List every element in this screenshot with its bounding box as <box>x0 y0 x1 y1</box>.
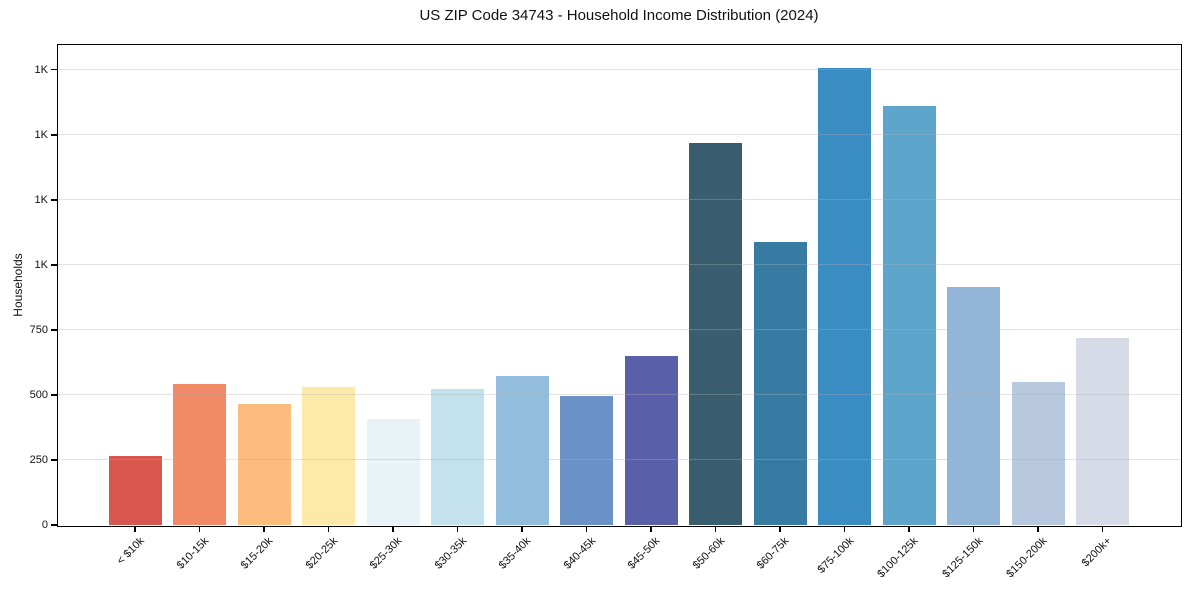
gridline <box>58 459 1181 461</box>
y-tick-mark <box>51 394 57 396</box>
x-tick-mark <box>1037 526 1039 532</box>
x-tick-mark <box>327 526 330 532</box>
x-tick-mark <box>843 526 846 532</box>
y-tick-label: 750 <box>29 323 48 336</box>
x-tick-label: $40-45k <box>561 535 598 572</box>
x-tick-label: $25-30k <box>367 535 405 572</box>
x-tick-label: $60-75k <box>754 535 792 572</box>
gridline <box>58 199 1181 201</box>
bar <box>560 396 613 525</box>
bar <box>495 376 549 525</box>
x-tick-label: $75-100k <box>815 535 856 576</box>
bar <box>431 388 484 525</box>
x-tick-mark <box>585 526 588 532</box>
x-tick-mark <box>972 526 975 532</box>
x-tick-mark <box>779 526 781 532</box>
y-tick-label: 0 <box>41 519 48 531</box>
x-tick-label: $30-35k <box>432 535 469 572</box>
bar <box>882 106 936 525</box>
x-tick-label: < $10k <box>114 535 147 568</box>
bar <box>237 404 291 525</box>
bar <box>624 355 678 525</box>
x-tick-mark <box>908 526 910 532</box>
x-tick-mark <box>714 526 717 532</box>
x-tick-label: $15-20k <box>238 535 276 572</box>
y-tick-mark <box>51 68 57 71</box>
gridline <box>58 134 1181 136</box>
x-tick-mark <box>650 526 652 532</box>
bar <box>818 67 871 525</box>
bar <box>947 287 1000 525</box>
x-tick-label: $125-150k <box>939 535 985 581</box>
x-tick-label: $150-200k <box>1004 535 1050 581</box>
bar <box>1076 338 1129 525</box>
plot-area <box>58 45 1181 525</box>
x-tick-mark <box>134 526 136 532</box>
bar <box>173 384 226 525</box>
bar <box>366 418 420 525</box>
x-tick-mark <box>198 526 201 532</box>
y-tick-label: 1K <box>34 63 48 76</box>
bar <box>108 456 162 525</box>
gridline <box>58 69 1181 71</box>
y-tick-label: 1K <box>34 128 48 141</box>
gridline <box>58 394 1181 396</box>
y-tick-mark <box>51 264 57 266</box>
x-tick-mark <box>392 526 394 532</box>
x-tick-label: $20-25k <box>303 535 340 572</box>
y-tick-label: 250 <box>29 453 48 466</box>
y-tick-label: 1K <box>34 258 48 271</box>
x-tick-mark <box>521 526 523 532</box>
chart-title: US ZIP Code 34743 - Household Income Dis… <box>419 7 819 24</box>
y-tick-mark <box>51 134 57 136</box>
y-tick-label: 1K <box>34 193 48 206</box>
x-tick-label: $10-15k <box>174 535 211 572</box>
gridline <box>58 329 1181 331</box>
y-tick-mark <box>51 524 57 526</box>
bar <box>689 143 742 525</box>
x-tick-mark <box>456 526 459 532</box>
bar <box>302 387 355 525</box>
x-tick-label: $35-40k <box>496 535 534 572</box>
x-tick-label: $45-50k <box>625 535 663 572</box>
y-tick-label: 500 <box>29 388 48 401</box>
x-tick-label: $100-125k <box>875 535 921 581</box>
x-tick-label: $50-60k <box>690 535 727 572</box>
x-tick-mark <box>263 526 265 532</box>
x-tick-mark <box>1101 526 1104 532</box>
y-tick-mark <box>51 199 57 201</box>
y-tick-mark <box>51 329 57 331</box>
y-tick-mark <box>51 459 57 461</box>
bar <box>1011 382 1065 525</box>
gridline <box>58 264 1181 266</box>
bar <box>753 242 807 525</box>
x-tick-label: $200k+ <box>1079 535 1114 570</box>
